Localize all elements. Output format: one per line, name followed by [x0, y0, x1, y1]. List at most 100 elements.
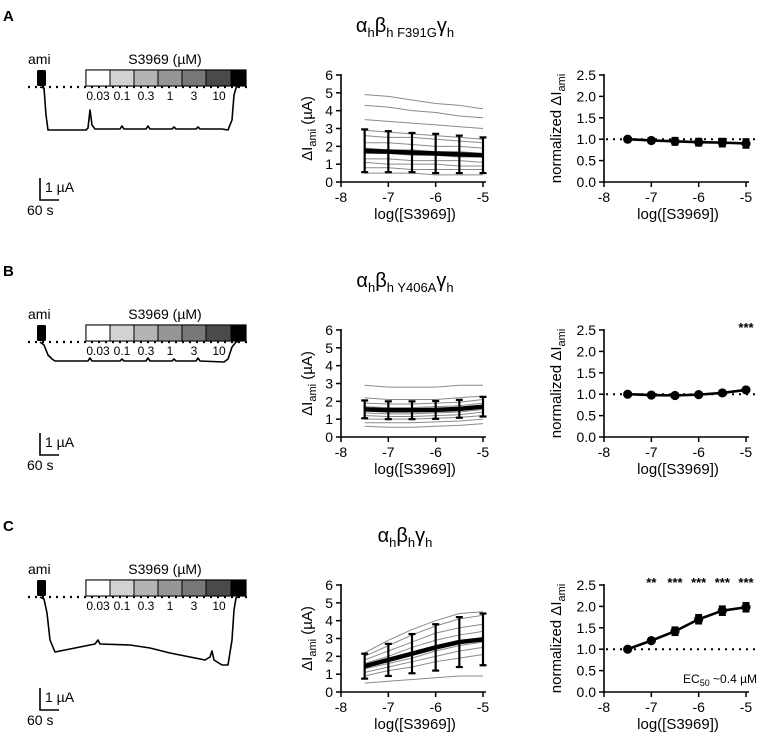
title-sub: h — [446, 280, 453, 295]
x-axis-label: log([S3969]) — [374, 461, 456, 478]
individual-series-line — [364, 675, 483, 684]
y-tick-label: 1.0 — [577, 131, 597, 147]
individual-series-line — [364, 415, 484, 420]
x-tick-label: -5 — [740, 699, 753, 715]
y-axis-label-rest: (µA) — [299, 606, 316, 639]
y-tick-label: 5 — [325, 85, 333, 101]
y-tick-label: 2.5 — [577, 577, 597, 593]
concentration-label: 0.3 — [138, 599, 155, 613]
x-tick-label: -6 — [429, 699, 442, 715]
x-tick-label: -6 — [692, 189, 705, 205]
x-tick-label: -5 — [740, 444, 753, 460]
data-point — [717, 606, 727, 616]
panel-title: αhβhγh — [378, 525, 433, 550]
mean-series-line — [627, 388, 747, 397]
y-axis-label-sub: ami — [307, 639, 319, 657]
concentration-step — [205, 324, 232, 342]
x-tick-label: -5 — [477, 189, 490, 205]
individual-series-line — [364, 104, 484, 119]
title-alpha: α — [356, 15, 368, 37]
y-axis-label-main: normalized ΔI — [548, 602, 565, 694]
concentration-label: 3 — [191, 89, 198, 103]
individual-series-line — [364, 411, 484, 417]
individual-series-line — [364, 161, 483, 167]
y-tick-label: 0 — [325, 684, 333, 700]
ec50-main: EC — [683, 672, 700, 686]
significance-marker: *** — [691, 575, 707, 590]
x-axis-label: log([S3969]) — [374, 716, 456, 733]
data-point — [694, 614, 704, 624]
y-tick-label: 1.5 — [577, 110, 597, 126]
y-axis-label-rest: (µA) — [299, 96, 316, 129]
individual-series-line — [364, 135, 484, 144]
concentration-label: 10 — [212, 344, 226, 358]
mean-series-line — [364, 148, 484, 158]
scale-current-label: 1 µA — [45, 434, 75, 450]
title-sub: h — [408, 535, 415, 550]
scale-bar — [39, 688, 59, 711]
individual-series-line — [364, 402, 484, 409]
x-axis-label: log([S3969]) — [637, 716, 719, 733]
concentration-label: 1 — [167, 89, 174, 103]
concentration-label: 0.1 — [114, 599, 131, 613]
individual-series-line — [364, 399, 484, 405]
y-axis-label-sub: ami — [556, 584, 568, 602]
title-beta: β — [375, 270, 387, 292]
concentration-label: 10 — [212, 89, 226, 103]
current-trace — [39, 595, 241, 666]
scale-bar — [39, 178, 59, 201]
y-tick-label: 1 — [325, 411, 333, 427]
chart-c-normalized: 0.0 0.5 1.0 1.5 2.0 2.5 -8 -7 -6 -5 log([S3969]) no… — [548, 575, 758, 733]
ami-bar — [37, 325, 46, 341]
x-axis-label: log([S3969]) — [374, 206, 456, 223]
significance-marker: ** — [646, 575, 657, 590]
y-tick-label: 6 — [325, 322, 333, 338]
y-tick-label: 0.0 — [577, 429, 597, 445]
y-tick-label: 4 — [325, 103, 333, 119]
y-tick-label: 6 — [325, 67, 333, 83]
y-axis-label-main: normalized ΔI — [548, 347, 565, 439]
x-tick-label: -8 — [335, 444, 348, 460]
y-tick-label: 3 — [325, 121, 333, 137]
y-tick-label: 4 — [325, 358, 333, 374]
title-sub: h Y406A — [387, 280, 437, 295]
y-tick-label: 1 — [325, 666, 333, 682]
x-tick-label: -5 — [477, 699, 490, 715]
title-gamma: γ — [415, 525, 425, 547]
concentration-label: 0.03 — [86, 89, 110, 103]
title-sub: h — [367, 25, 374, 40]
scale-current-label: 1 µA — [45, 179, 75, 195]
concentration-label: 0.03 — [86, 599, 110, 613]
ami-label: ami — [28, 561, 51, 577]
x-tick-label: -7 — [645, 699, 658, 715]
concentration-step — [157, 579, 183, 597]
individual-series-line — [364, 94, 484, 110]
data-point — [741, 602, 751, 612]
data-point — [670, 390, 680, 401]
concentration-label: 0.1 — [114, 344, 131, 358]
y-tick-label: 2.5 — [577, 322, 597, 338]
data-point — [646, 135, 656, 146]
data-point — [694, 137, 704, 147]
panel-title: αhβh F391Gγh — [356, 15, 454, 40]
y-tick-label: 0.5 — [577, 153, 597, 169]
individual-series-line — [364, 129, 484, 140]
ami-washout-bar — [231, 325, 246, 341]
y-tick-label: 2.0 — [577, 88, 597, 104]
x-tick-label: -7 — [382, 699, 395, 715]
y-tick-label: 1 — [325, 156, 333, 172]
data-point — [623, 134, 633, 144]
x-tick-label: -8 — [598, 189, 611, 205]
x-tick-label: -6 — [692, 699, 705, 715]
chart-a-normalized: 0.0 0.5 1.0 1.5 2.0 2.5 -8 -7 -6 -5 log([S3969]) no… — [548, 67, 758, 223]
individual-series-line — [364, 646, 484, 673]
concentration-step — [109, 69, 135, 87]
y-axis-label-sub: ami — [556, 74, 568, 92]
concentration-label: 10 — [212, 599, 226, 613]
y-tick-label: 3 — [325, 376, 333, 392]
y-axis-label-sub: ami — [556, 329, 568, 347]
x-axis-label: log([S3969]) — [637, 461, 719, 478]
mean-series-line — [627, 137, 747, 145]
